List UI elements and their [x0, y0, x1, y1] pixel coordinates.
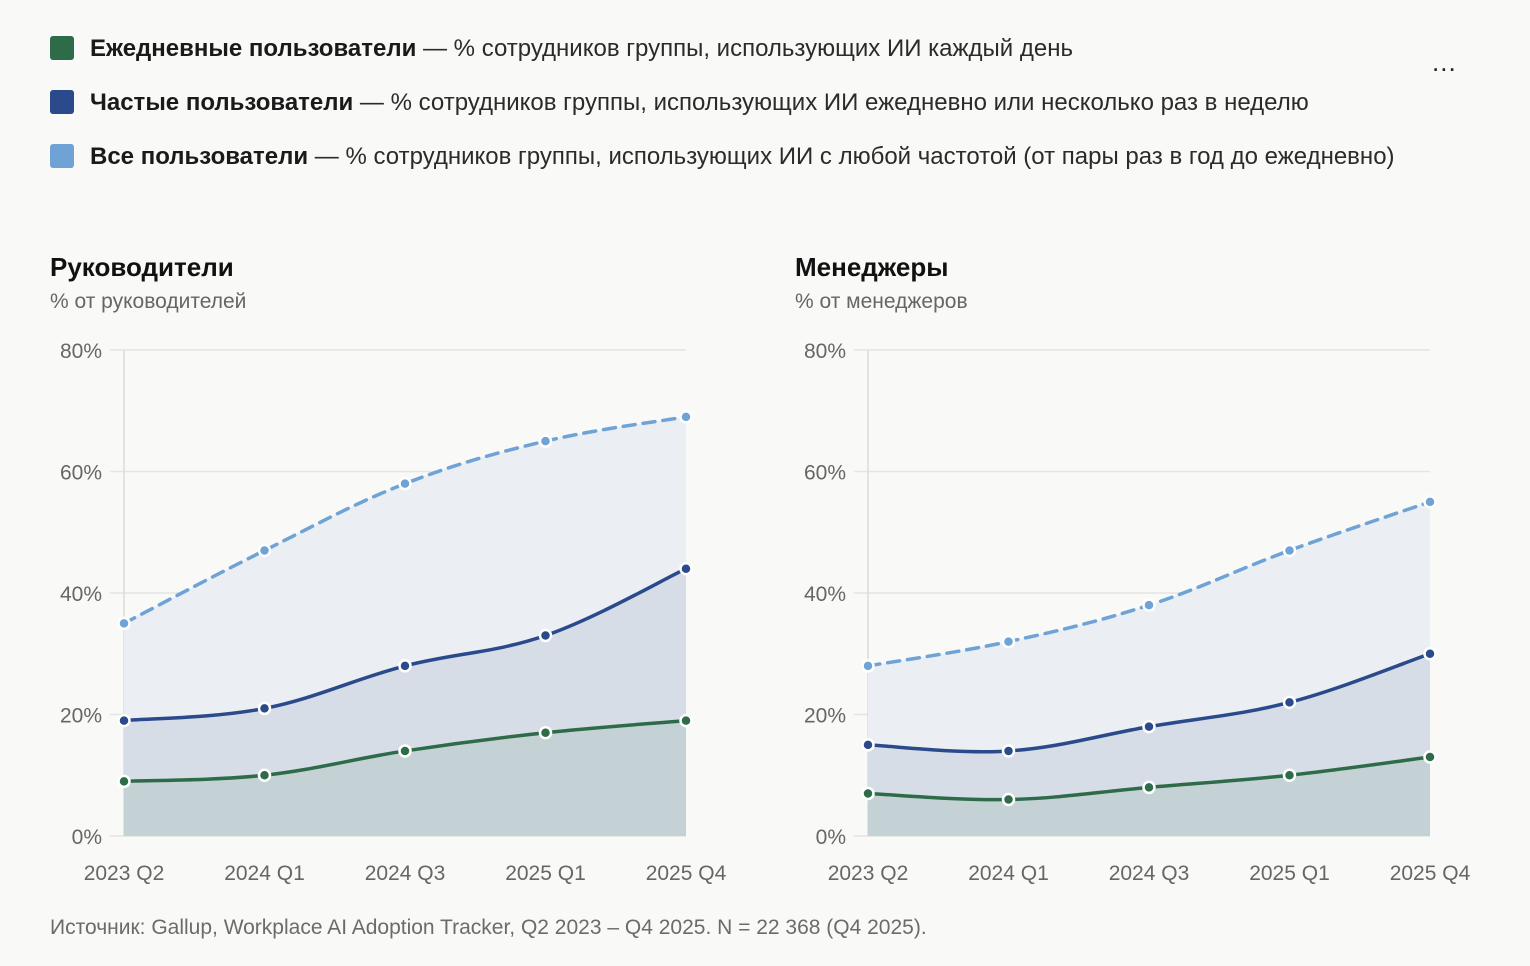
- point-daily[interactable]: [538, 725, 553, 740]
- point-all[interactable]: [1282, 543, 1297, 558]
- x-tick-label: 2024 Q1: [224, 862, 305, 885]
- point-frequent[interactable]: [1423, 647, 1437, 661]
- point-daily[interactable]: [679, 713, 693, 728]
- point-frequent[interactable]: [1001, 744, 1016, 758]
- point-all[interactable]: [1423, 495, 1437, 509]
- area-daily: [124, 720, 686, 836]
- line-all: [122, 415, 688, 626]
- legend-item-all: Все пользователи — % сотрудников группы,…: [50, 136, 1450, 178]
- legend-label-all: Все пользователи: [90, 143, 309, 170]
- source-note: Источник: Gallup, Workplace AI Adoption …: [50, 916, 927, 939]
- panel-subtitle-managers: % от менеджеров: [795, 290, 968, 313]
- chart-managers: 0% 20% 40% 60% 80% 2023 Q2 2024 Q1 2024 Q3 2025 …: [804, 340, 1471, 885]
- point-frequent[interactable]: [861, 738, 875, 752]
- chart-executives: 0% 20% 40% 60% 80% 2023 Q2 2024 Q1 2024 Q3 2025 …: [60, 340, 727, 885]
- point-frequent[interactable]: [538, 628, 553, 643]
- y-tick-label: 40%: [804, 583, 846, 606]
- point-daily[interactable]: [398, 744, 412, 758]
- point-all[interactable]: [861, 659, 875, 673]
- legend-item-daily: Ежедневные пользователи — % сотрудников …: [50, 28, 1450, 70]
- point-frequent[interactable]: [257, 701, 272, 716]
- point-frequent[interactable]: [398, 659, 412, 673]
- point-daily[interactable]: [1142, 780, 1156, 795]
- y-tick-label: 20%: [60, 705, 102, 728]
- legend-swatch-daily: [50, 36, 74, 60]
- point-frequent[interactable]: [1142, 719, 1156, 734]
- point-all[interactable]: [1142, 598, 1156, 612]
- point-frequent[interactable]: [679, 561, 693, 576]
- x-tick-label: 2024 Q3: [365, 862, 446, 885]
- y-tick-label: 80%: [60, 340, 102, 363]
- y-tick-label: 20%: [804, 705, 846, 728]
- legend-item-frequent: Частые пользователи — % сотрудников груп…: [50, 82, 1450, 124]
- x-tick-label: 2025 Q1: [1249, 862, 1330, 885]
- legend-desc-all: — % сотрудников группы, использующих ИИ …: [308, 143, 1395, 170]
- y-tick-label: 60%: [60, 462, 102, 485]
- point-all[interactable]: [117, 616, 131, 631]
- y-tick-label: 40%: [60, 583, 102, 606]
- y-tick-label: 80%: [804, 340, 846, 363]
- x-tick-label: 2024 Q3: [1109, 862, 1190, 885]
- x-tick-label: 2023 Q2: [84, 862, 165, 885]
- legend-label-daily: Ежедневные пользователи: [90, 35, 417, 62]
- legend-desc-daily: — % сотрудников группы, использующих ИИ …: [416, 35, 1073, 62]
- point-daily[interactable]: [1282, 768, 1297, 782]
- point-all[interactable]: [398, 476, 412, 491]
- point-frequent[interactable]: [117, 713, 131, 728]
- point-daily[interactable]: [1001, 792, 1016, 807]
- x-tick-label: 2025 Q1: [505, 862, 586, 885]
- point-daily[interactable]: [1423, 750, 1437, 764]
- y-tick-label: 0%: [72, 826, 102, 849]
- x-tick-label: 2024 Q1: [968, 862, 1049, 885]
- y-tick-label: 60%: [804, 462, 846, 485]
- legend-desc-frequent: — % сотрудников группы, использующих ИИ …: [353, 89, 1309, 116]
- panel-subtitle-executives: % от руководителей: [50, 290, 247, 313]
- panel-title-executives: Руководители: [50, 252, 234, 282]
- y-tick-label: 0%: [816, 826, 846, 849]
- point-daily[interactable]: [861, 786, 875, 801]
- point-all[interactable]: [1001, 634, 1016, 649]
- legend-swatch-frequent: [50, 90, 74, 114]
- point-daily[interactable]: [117, 774, 131, 789]
- x-tick-label: 2025 Q4: [646, 862, 727, 885]
- panel-title-managers: Менеджеры: [795, 252, 949, 282]
- legend-label-frequent: Частые пользователи: [90, 89, 354, 116]
- point-all[interactable]: [538, 434, 553, 448]
- x-tick-label: 2025 Q4: [1390, 862, 1471, 885]
- x-tick-label: 2023 Q2: [828, 862, 909, 885]
- point-all[interactable]: [257, 543, 272, 558]
- more-options-button[interactable]: ...: [1432, 47, 1457, 77]
- point-all[interactable]: [679, 410, 693, 424]
- legend-swatch-all: [50, 144, 74, 168]
- point-frequent[interactable]: [1282, 695, 1297, 710]
- point-daily[interactable]: [257, 768, 272, 782]
- legend: Ежедневные пользователи — % сотрудников …: [50, 28, 1450, 190]
